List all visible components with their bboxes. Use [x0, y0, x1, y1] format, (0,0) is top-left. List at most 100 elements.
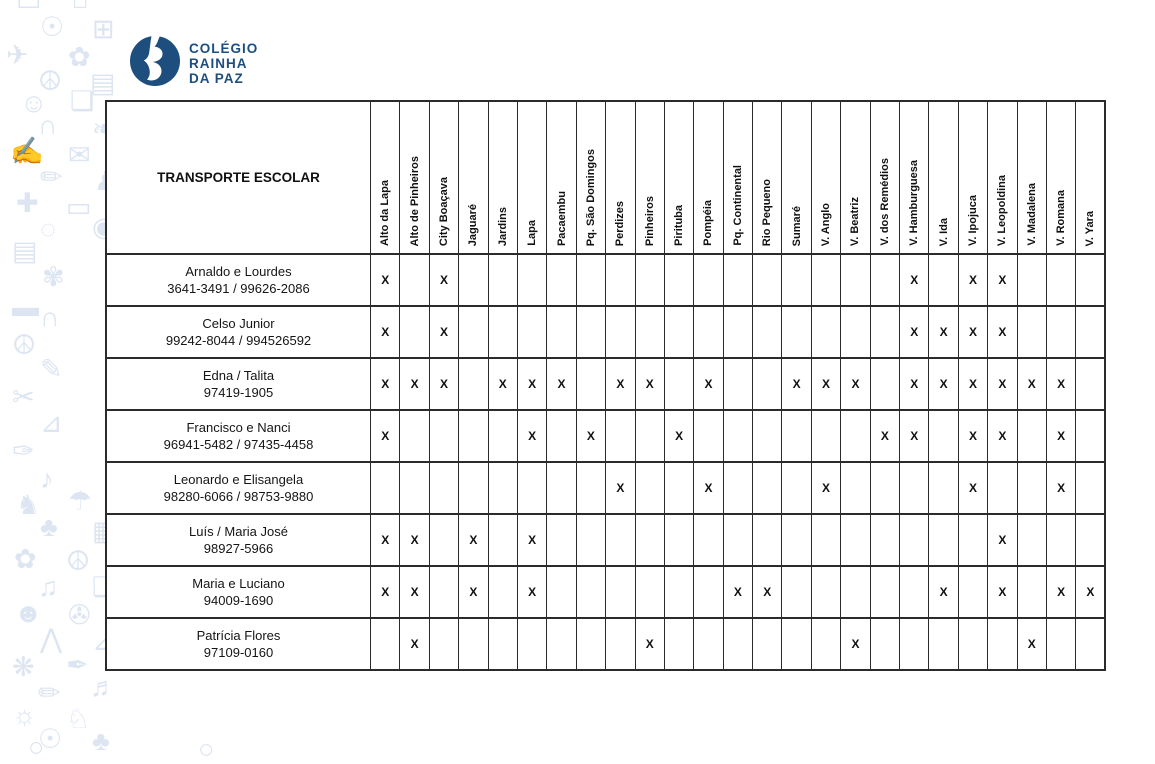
mark-cell [987, 617, 1018, 671]
mark-cell: X [957, 357, 989, 411]
mark-cell [781, 513, 812, 567]
mark-cell [1045, 305, 1077, 359]
driver-phone: 97109-0160 [203, 645, 274, 660]
school-logo-mark-icon [130, 36, 180, 91]
mark-cell [1016, 513, 1047, 567]
mark-cell [693, 617, 724, 671]
column-header-3: City Boaçava [428, 100, 460, 255]
column-header-5: Jardins [487, 100, 518, 255]
mark-cell [693, 565, 724, 619]
mark-cell [428, 565, 460, 619]
bench-icon: ▬ [12, 292, 39, 322]
mark-cell [752, 617, 783, 671]
driver-name: Celso Junior [202, 316, 275, 331]
bird-icon: ✾ [42, 262, 65, 292]
mark-cell [458, 461, 489, 515]
mark-cell [1016, 565, 1047, 619]
column-header-label: Lapa [526, 220, 539, 246]
mark-cell [516, 253, 548, 307]
mark-cell: X [458, 513, 489, 567]
mark-cell [810, 305, 842, 359]
mark-cell: X [428, 305, 460, 359]
mark-cell: X [928, 305, 959, 359]
mark-cell [722, 513, 754, 567]
brush-icon: ✑ [12, 436, 35, 466]
mark-cell: X [399, 617, 430, 671]
mark-cell [840, 565, 871, 619]
column-header-25: V. Yara [1075, 100, 1106, 255]
mark-cell [428, 617, 460, 671]
circle-icon: ○ [28, 732, 45, 762]
brush2-icon: ✒ [66, 650, 89, 680]
table-title: TRANSPORTE ESCOLAR [105, 100, 371, 255]
mark-cell [722, 617, 754, 671]
driver-name: Francisco e Nanci [186, 420, 291, 435]
column-header-21: V. Ipojuca [957, 100, 989, 255]
driver-phone: 99242-8044 / 994526592 [165, 333, 312, 348]
column-header-label: Pq. Continental [731, 165, 744, 246]
school-name-line3: DA PAZ [189, 71, 244, 86]
mark-cell: X [1075, 565, 1106, 619]
mark-cell [487, 253, 518, 307]
driver-cell: Patrícia Flores 97109-0160 [105, 617, 371, 671]
mark-cell [1075, 513, 1106, 567]
driver-cell: Arnaldo e Lourdes 3641-3491 / 99626-2086 [105, 253, 371, 307]
column-header-label: V. Hamburguesa [908, 160, 921, 246]
mark-cell [546, 305, 577, 359]
mark-cell [869, 461, 901, 515]
dove3-icon: ☮ [66, 546, 91, 576]
mark-cell: X [369, 513, 401, 567]
mark-cell [781, 409, 812, 463]
mark-cell [575, 565, 607, 619]
mark-cell: X [399, 565, 430, 619]
mark-cell: X [957, 409, 989, 463]
mark-cell [869, 565, 901, 619]
column-header-18: V. dos Remédios [869, 100, 901, 255]
ribbon2-icon: ✿ [14, 544, 37, 574]
mark-cell [516, 617, 548, 671]
mark-cell [369, 617, 401, 671]
tools-icon: ✂ [12, 382, 35, 412]
mark-cell [693, 253, 724, 307]
mark-cell [752, 357, 783, 411]
mark-cell: X [516, 357, 548, 411]
column-header-label: Pacaembu [555, 190, 568, 246]
mark-cell: X [369, 409, 401, 463]
mark-cell [781, 617, 812, 671]
mark-cell: X [752, 565, 783, 619]
mark-cell: X [516, 565, 548, 619]
driver-cell: Leonardo e Elisangela 98280-6066 / 98753-… [105, 461, 371, 515]
driver-cell: Maria e Luciano 94009-1690 [105, 565, 371, 619]
monitor2-icon: ▭ [66, 192, 92, 222]
column-header-6: Lapa [516, 100, 548, 255]
mark-cell [516, 305, 548, 359]
driver-row-4: Francisco e Nanci 96941-5482 / 97435-4458… [105, 409, 1106, 463]
mark-cell [693, 513, 724, 567]
mark-cell [663, 357, 695, 411]
atom-icon: ❋ [12, 652, 35, 682]
mark-cell [487, 461, 518, 515]
column-header-label: V. Romana [1055, 190, 1068, 246]
mark-cell [1045, 513, 1077, 567]
mark-cell [575, 357, 607, 411]
mark-cell [399, 461, 430, 515]
mark-cell [575, 617, 607, 671]
column-header-15: Sumaré [781, 100, 812, 255]
mark-cell [722, 409, 754, 463]
mark-cell [781, 565, 812, 619]
mark-cell [928, 253, 959, 307]
driver-name: Patrícia Flores [196, 628, 281, 643]
handshake-icon: ✍ [10, 136, 44, 166]
mark-cell [752, 461, 783, 515]
mark-cell: X [1045, 565, 1077, 619]
mark-cell [899, 513, 930, 567]
mark-cell: X [957, 253, 989, 307]
mark-cell [869, 513, 901, 567]
mark-cell [575, 305, 607, 359]
driver-phone: 97419-1905 [203, 385, 274, 400]
mark-cell [458, 253, 489, 307]
globe-icon: ☉ [40, 12, 65, 42]
mark-cell [399, 409, 430, 463]
mark-cell [840, 305, 871, 359]
column-header-label: City Boaçava [437, 176, 450, 246]
